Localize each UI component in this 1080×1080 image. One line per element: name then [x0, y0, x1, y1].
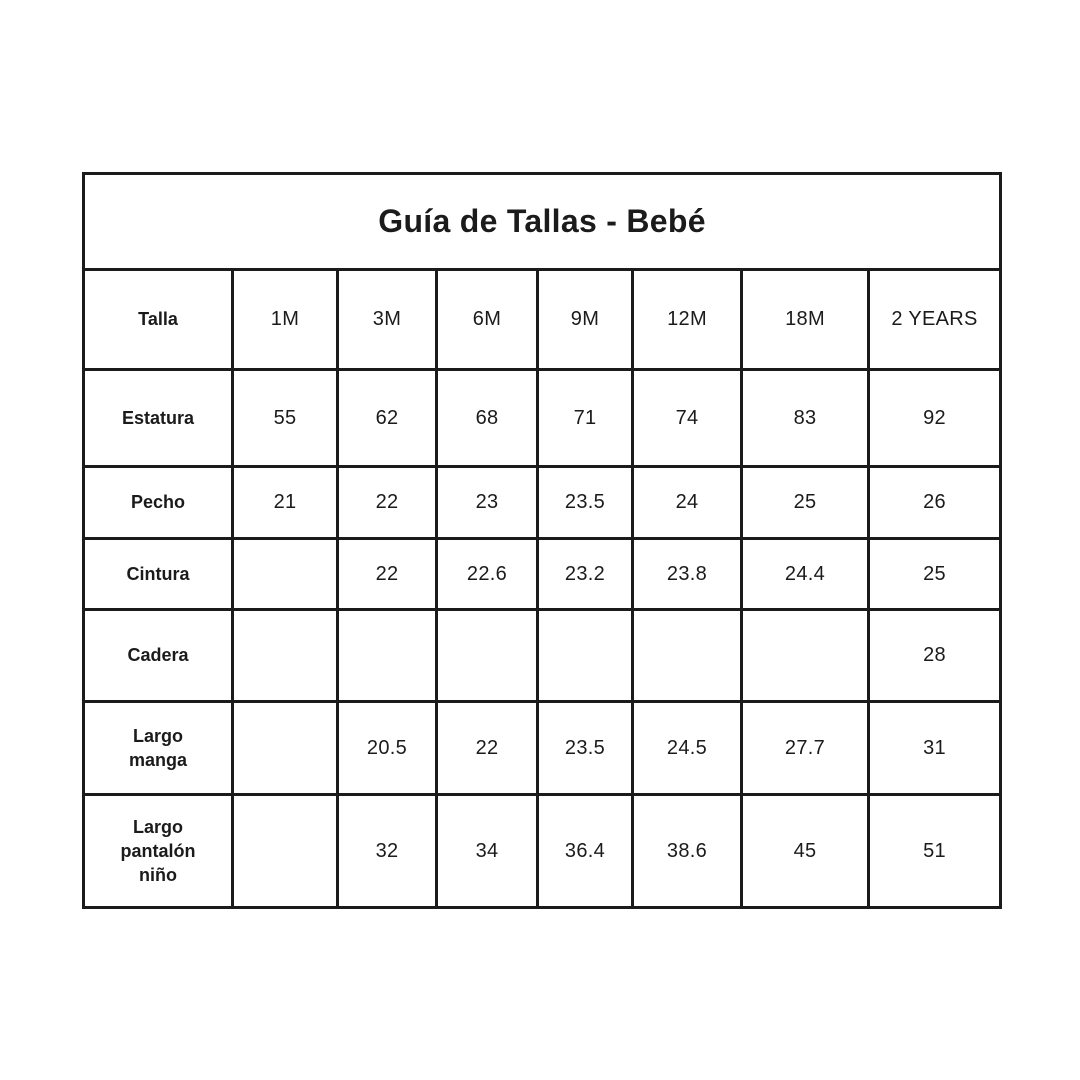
- table-row-largo-manga: Largo manga 20.5 22 23.5 24.5 27.7 31: [82, 700, 1003, 796]
- table-row-largo-pantalon-nino: Largo pantalón niño 32 34 36.4 38.6 45 5…: [82, 793, 1003, 909]
- title-row: Guía de Tallas - Bebé: [81, 172, 1003, 271]
- value-cell: 25: [866, 537, 1003, 611]
- value-cell: 27.7: [740, 700, 870, 796]
- size-cell: 6M: [435, 268, 539, 371]
- row-label-talla: Talla: [82, 268, 234, 371]
- value-cell: 36.4: [536, 793, 634, 909]
- value-cell: [435, 608, 539, 703]
- size-cell: 1M: [231, 268, 339, 371]
- value-cell: 26: [866, 465, 1003, 540]
- value-cell: 24.5: [631, 700, 743, 796]
- value-cell: 25: [740, 465, 870, 540]
- value-cell: 68: [435, 368, 539, 468]
- value-cell: 34: [435, 793, 539, 909]
- value-cell: 55: [231, 368, 339, 468]
- value-cell: 23.8: [631, 537, 743, 611]
- table-row-pecho: Pecho 21 22 23 23.5 24 25 26: [82, 465, 1003, 540]
- value-cell: 45: [740, 793, 870, 909]
- value-cell: [336, 608, 438, 703]
- row-label-estatura: Estatura: [82, 368, 234, 468]
- value-cell: 28: [866, 608, 1003, 703]
- row-label-largo-manga: Largo manga: [82, 700, 234, 796]
- value-cell: 21: [231, 465, 339, 540]
- size-cell: 12M: [631, 268, 743, 371]
- value-cell: 38.6: [631, 793, 743, 909]
- value-cell: 22.6: [435, 537, 539, 611]
- value-cell: [231, 537, 339, 611]
- value-cell: 74: [631, 368, 743, 468]
- value-cell: 22: [435, 700, 539, 796]
- row-label-cadera: Cadera: [82, 608, 234, 703]
- value-cell: [231, 700, 339, 796]
- size-cell: 9M: [536, 268, 634, 371]
- value-cell: 83: [740, 368, 870, 468]
- size-cell: 3M: [336, 268, 438, 371]
- row-label-pecho: Pecho: [82, 465, 234, 540]
- value-cell: 32: [336, 793, 438, 909]
- table-row-cintura: Cintura 22 22.6 23.2 23.8 24.4 25: [82, 537, 1003, 611]
- table-row-cadera: Cadera 28: [82, 608, 1003, 703]
- value-cell: 62: [336, 368, 438, 468]
- header-row: Talla 1M 3M 6M 9M 12M 18M 2 YEARS: [82, 268, 1003, 371]
- row-label-cintura: Cintura: [82, 537, 234, 611]
- value-cell: 24: [631, 465, 743, 540]
- value-cell: 51: [866, 793, 1003, 909]
- value-cell: 24.4: [740, 537, 870, 611]
- value-cell: 92: [866, 368, 1003, 468]
- value-cell: 22: [336, 537, 438, 611]
- value-cell: [231, 793, 339, 909]
- value-cell: [536, 608, 634, 703]
- value-cell: 23.2: [536, 537, 634, 611]
- value-cell: [631, 608, 743, 703]
- value-cell: 22: [336, 465, 438, 540]
- table-title: Guía de Tallas - Bebé: [81, 172, 1003, 271]
- value-cell: 23.5: [536, 465, 634, 540]
- value-cell: [740, 608, 870, 703]
- size-cell: 18M: [740, 268, 870, 371]
- value-cell: 71: [536, 368, 634, 468]
- value-cell: 23: [435, 465, 539, 540]
- value-cell: 31: [866, 700, 1003, 796]
- value-cell: [231, 608, 339, 703]
- size-guide-table: Guía de Tallas - Bebé Talla 1M 3M 6M 9M …: [81, 172, 1003, 909]
- value-cell: 23.5: [536, 700, 634, 796]
- value-cell: 20.5: [336, 700, 438, 796]
- size-cell: 2 YEARS: [866, 268, 1003, 371]
- row-label-largo-pantalon-nino: Largo pantalón niño: [82, 793, 234, 909]
- table-row-estatura: Estatura 55 62 68 71 74 83 92: [82, 368, 1003, 468]
